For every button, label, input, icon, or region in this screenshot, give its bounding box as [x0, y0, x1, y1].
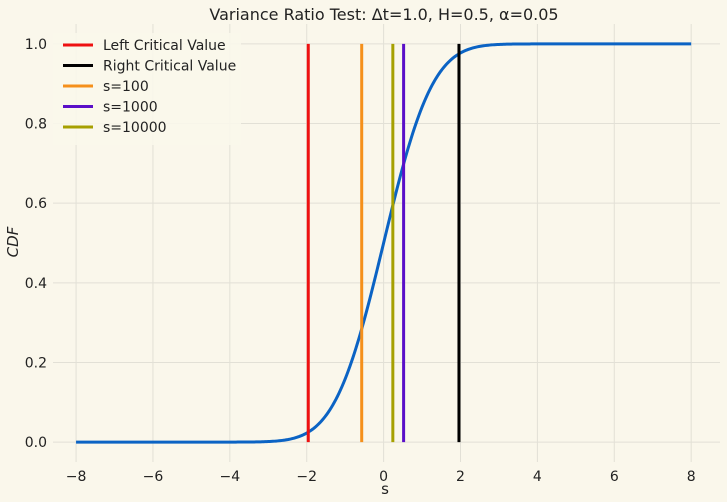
- y-tick-label: 1.0: [25, 37, 47, 53]
- x-tick-label: 0: [379, 469, 388, 485]
- y-tick-label: 0.6: [25, 196, 47, 212]
- x-tick-label: 2: [456, 469, 465, 485]
- y-tick-label: 0.2: [25, 355, 47, 371]
- tick-labels: −8 −6 −4 −2 0 2 4 6 8 0.0 0.2 0.4 0.6 0.8 1.0: [25, 37, 696, 485]
- chart-title: Variance Ratio Test: Δt=1.0, H=0.5, α=0.…: [209, 5, 558, 24]
- x-tick-label: 6: [610, 469, 619, 485]
- legend-label: Left Critical Value: [103, 38, 226, 54]
- x-tick-label: −2: [296, 469, 317, 485]
- x-tick-label: 4: [533, 469, 542, 485]
- x-tick-label: −4: [220, 469, 241, 485]
- legend-label: Right Critical Value: [103, 59, 236, 75]
- legend-items: Left Critical Value Right Critical Value s…: [63, 38, 236, 136]
- y-tick-label: 0.0: [25, 435, 47, 451]
- x-tick-label: −8: [66, 469, 87, 485]
- x-axis-title: s: [381, 480, 389, 498]
- x-tick-label: −6: [143, 469, 164, 485]
- legend-label: s=10000: [103, 120, 167, 136]
- y-axis-title: CDF: [4, 226, 22, 257]
- y-tick-label: 0.4: [25, 276, 47, 292]
- legend-label: s=1000: [103, 100, 158, 116]
- legend-label: s=100: [103, 79, 149, 95]
- cdf-curve: [76, 42, 692, 444]
- legend: Left Critical Value Right Critical Value s…: [53, 33, 241, 145]
- y-tick-label: 0.8: [25, 117, 47, 133]
- x-tick-label: 8: [687, 469, 696, 485]
- chart-marks: [76, 42, 692, 444]
